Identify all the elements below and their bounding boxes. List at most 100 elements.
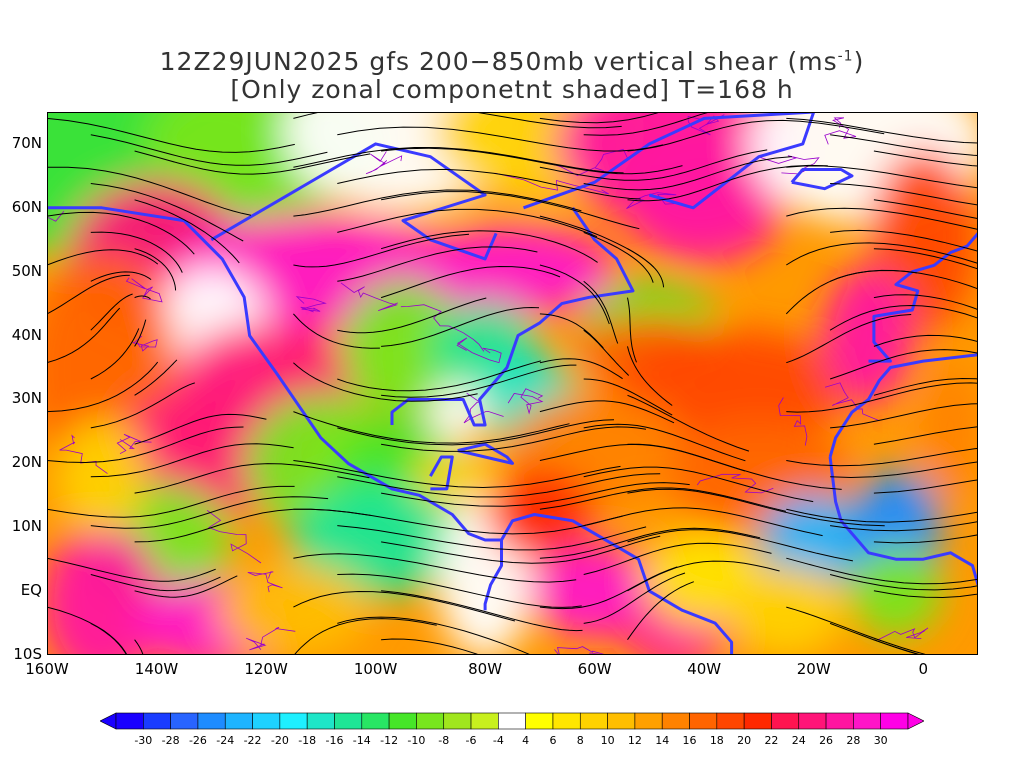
colorbar-swatch [361,712,390,730]
contour-line [824,382,880,422]
colorbar-swatch [825,712,854,730]
streamline [134,463,370,494]
colorbar-swatch [252,712,281,730]
streamline [829,304,978,331]
streamline [830,461,978,479]
lon-tick-label: 40W [687,660,722,678]
shading-cell [47,523,162,655]
streamline [829,349,978,380]
colorbar-swatch [579,712,608,730]
streamline [134,199,240,264]
streamline [293,460,621,489]
streamline [337,297,487,334]
streamline [90,231,183,273]
streamline [539,358,623,380]
colorbar-label: -18 [298,734,317,747]
streamline [627,346,673,406]
streamline [47,274,130,315]
streamline [583,378,673,416]
contour-line [247,571,283,593]
coastline [457,442,514,465]
streamline [293,112,622,129]
lat-tick-label: 70N [11,133,42,152]
streamline [873,377,978,396]
coastline [828,456,978,586]
lat-tick-label: 10S [13,645,42,663]
streamline [134,575,238,598]
contour-line [554,646,608,655]
streamline [873,534,978,544]
streamline [830,134,978,156]
chart-title-line1: 12Z29JUN2025 gfs 200−850mb vertical shea… [159,47,865,76]
streamline [134,295,151,300]
streamline [381,191,640,230]
streamline [293,313,380,349]
lon-tick-label: 20W [796,660,831,678]
lat-tick-label: EQ [20,581,42,600]
streamline [90,134,328,166]
colorbar-label: 4 [522,734,530,747]
colorbar-label: -30 [134,734,153,747]
streamline [583,112,712,136]
streamline [293,189,582,217]
contour-line [463,392,504,424]
streamline [293,233,470,268]
colorbar-swatch [334,712,363,730]
streamline [539,112,662,124]
streamline [627,248,665,288]
colorbar-label: -4 [492,734,504,747]
colorbar-swatch [798,712,827,730]
colorbar-swatch [525,712,554,730]
streamline [293,362,478,402]
colorbar-swatch [716,712,745,730]
coastline [522,112,816,210]
streamline [786,508,978,523]
colorbar-label: -10 [407,734,426,747]
colorbar-label: -16 [325,734,344,747]
shear-map [47,112,978,655]
streamline [539,400,675,424]
streamline [90,293,133,331]
streamline [134,508,371,543]
streamline [381,147,683,175]
streamline [873,639,923,655]
colorbar-label: -8 [438,734,450,747]
contour-line [340,282,398,311]
streamline [90,443,294,478]
colorbar [100,712,924,730]
contour-line [246,627,296,651]
streamline [786,606,931,655]
shading-cell [920,362,978,501]
streamline [337,573,582,608]
streamline [293,553,577,583]
streamline [627,581,694,640]
contour-line [132,335,158,352]
streamline [337,208,598,238]
streamline [380,265,561,299]
streamline [90,183,244,242]
streamline [134,319,147,347]
coastline [429,455,454,491]
lon-tick-label: 160W [25,660,69,678]
colorbar-swatch [143,712,171,730]
streamline [785,269,918,315]
coastline [483,540,503,611]
streamline [873,479,978,494]
streamline [337,360,542,392]
streamline [337,126,664,152]
contour-line [365,151,403,175]
shading-cell [823,266,914,405]
colorbar-label: 22 [764,734,779,747]
colorbar-label: 6 [549,734,557,747]
streamline [381,590,583,632]
streamline [786,207,978,230]
shading-cell [342,279,464,418]
colorbar-arrow-left [100,712,117,730]
lon-tick-label: 60W [577,660,612,678]
contour-line [824,117,857,145]
colorbar-swatch [552,712,581,730]
streamline [829,574,978,591]
contour-line [295,296,327,313]
streamline [627,119,885,152]
lat-tick-label: 30N [11,389,42,408]
